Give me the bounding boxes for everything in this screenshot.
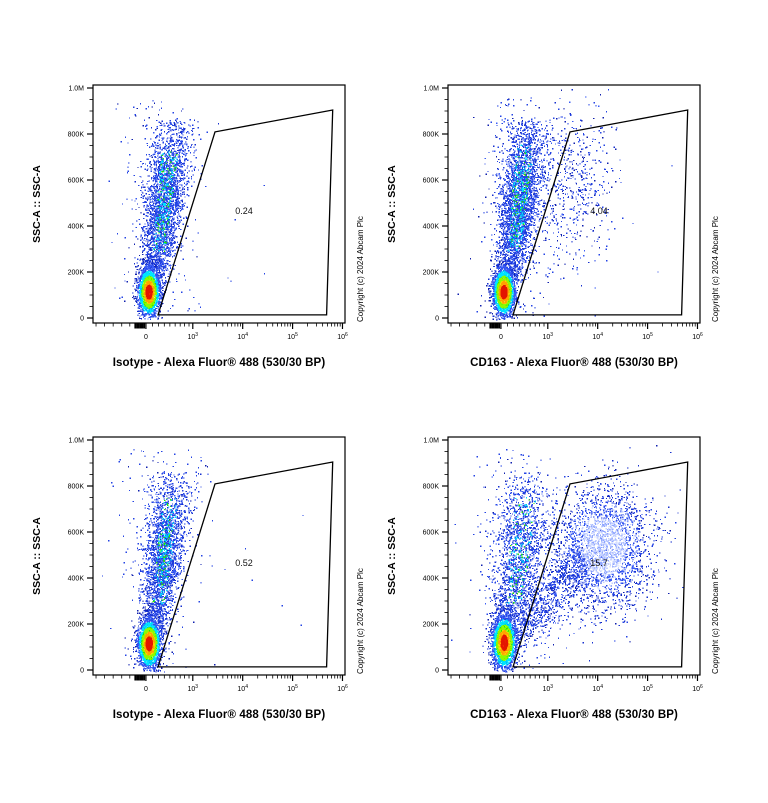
- scatter-points: [135, 120, 193, 320]
- x-tick-label: 104: [237, 332, 248, 341]
- gate-percentage-label: 0.24: [235, 206, 253, 216]
- x-tick-label: 0: [144, 686, 148, 693]
- x-tick-label: 0: [144, 334, 148, 341]
- scatter-points: [480, 89, 622, 321]
- gate-polygon: [512, 461, 689, 668]
- y-tick-label: 600K: [423, 178, 440, 185]
- x-tick-label: 106: [692, 684, 703, 693]
- copyright-text: Copyright (c) 2024 Abcam Plc: [356, 568, 365, 674]
- plot-frame: [92, 436, 346, 676]
- plot-render-layer: 0 200K 400K 600K 800K 1.0M 0 103 104 105 106: [423, 436, 703, 693]
- x-tick-label: 103: [188, 684, 199, 693]
- x-tick-label: 105: [642, 684, 653, 693]
- y-tick-label: 1.0M: [68, 438, 84, 445]
- gate-polygon: [512, 109, 689, 316]
- x-tick-label: 105: [287, 332, 298, 341]
- plot-render-layer: 0 200K 400K 600K 800K 1.0M 0 103 104 105 106: [68, 436, 348, 693]
- gate-percentage-label: 15.7: [590, 558, 608, 568]
- plot-frame: [447, 84, 701, 324]
- scatter-points: [130, 472, 202, 673]
- scatter-plot-isotype-top: 0 200K 400K 600K 800K 1.0M 0 103 104 105 106 SSC-A…: [31, 84, 365, 341]
- y-axis-label: SSC-A :: SSC-A: [386, 517, 398, 595]
- plot-render-layer: 0 200K 400K 600K 800K 1.0M 0 103 104 105 106: [423, 84, 703, 341]
- y-tick-label: 800K: [423, 484, 440, 491]
- y-tick-label: 1.0M: [423, 86, 439, 93]
- scatter-plot-cd163-top: 0 200K 400K 600K 800K 1.0M 0 103 104 105 106 SSC-A…: [386, 84, 720, 341]
- x-tick-label: 0: [499, 686, 503, 693]
- scatter-plot-isotype-bottom: 0 200K 400K 600K 800K 1.0M 0 103 104 105 106 SSC-A…: [31, 436, 365, 693]
- y-tick-label: 400K: [68, 576, 85, 583]
- copyright-text: Copyright (c) 2024 Abcam Plc: [711, 216, 720, 322]
- scatter-points: [494, 144, 532, 314]
- plot-frame: [447, 436, 701, 676]
- y-tick-label: 1.0M: [68, 86, 84, 93]
- y-tick-label: 400K: [423, 576, 440, 583]
- scatter-points: [139, 151, 178, 314]
- y-tick-label: 600K: [68, 530, 85, 537]
- y-tick-label: 0: [80, 668, 84, 675]
- y-axis-label: SSC-A :: SSC-A: [386, 165, 398, 243]
- y-tick-label: 200K: [423, 270, 440, 277]
- x-tick-label: 106: [337, 332, 348, 341]
- y-tick-label: 800K: [68, 484, 85, 491]
- y-tick-label: 600K: [68, 178, 85, 185]
- scatter-points: [567, 501, 640, 593]
- x-tick-label: 106: [337, 684, 348, 693]
- scatter-points: [145, 284, 153, 300]
- y-axis-label: SSC-A :: SSC-A: [31, 165, 43, 243]
- y-tick-label: 200K: [423, 622, 440, 629]
- scatter-points: [108, 100, 266, 320]
- plot-render-layer: 0 200K 400K 600K 800K 1.0M 0 103 104 105 106: [68, 84, 348, 341]
- x-tick-label: 103: [543, 332, 554, 341]
- scatter-points: [143, 280, 155, 304]
- scatter-points: [500, 285, 508, 300]
- scatter-points: [500, 635, 509, 651]
- gate-percentage-label: 0.52: [235, 558, 253, 568]
- x-tick-label: 106: [692, 332, 703, 341]
- y-tick-label: 800K: [423, 132, 440, 139]
- scatter-points: [143, 631, 156, 656]
- y-tick-label: 800K: [68, 132, 85, 139]
- x-axis-title-cd163-top: CD163 - Alexa Fluor® 488 (530/30 BP): [470, 357, 678, 369]
- x-axis-title-isotype-bottom: Isotype - Alexa Fluor® 488 (530/30 BP): [112, 709, 326, 721]
- x-tick-label: 104: [237, 684, 248, 693]
- scatter-points: [145, 636, 154, 652]
- x-axis-title-isotype-top: Isotype - Alexa Fluor® 488 (530/30 BP): [112, 357, 326, 369]
- y-tick-label: 0: [80, 316, 84, 323]
- x-tick-label: 0: [499, 334, 503, 341]
- y-tick-label: 1.0M: [423, 438, 439, 445]
- y-tick-label: 0: [435, 316, 439, 323]
- scatter-plot-cd163-bottom: 0 200K 400K 600K 800K 1.0M 0 103 104 105 106 SSC-A…: [386, 436, 720, 693]
- y-tick-label: 400K: [423, 224, 440, 231]
- gate-polygon: [157, 109, 334, 316]
- y-tick-label: 200K: [68, 270, 85, 277]
- x-tick-label: 104: [592, 332, 603, 341]
- copyright-text: Copyright (c) 2024 Abcam Plc: [711, 568, 720, 674]
- scatter-points: [138, 504, 177, 666]
- scatter-points: [498, 280, 510, 304]
- scatter-points: [101, 449, 304, 672]
- x-tick-label: 103: [543, 684, 554, 693]
- y-tick-label: 400K: [68, 224, 85, 231]
- copyright-text: Copyright (c) 2024 Abcam Plc: [356, 216, 365, 322]
- scatter-points: [493, 497, 532, 666]
- y-tick-label: 200K: [68, 622, 85, 629]
- scatter-points: [451, 449, 684, 673]
- x-tick-label: 104: [592, 684, 603, 693]
- plot-frame: [92, 84, 346, 324]
- gate-percentage-label: 4.04: [590, 206, 608, 216]
- scatter-points: [479, 447, 681, 671]
- gate-polygon: [157, 461, 334, 668]
- scatter-points: [132, 119, 220, 321]
- y-tick-label: 0: [435, 668, 439, 675]
- x-tick-label: 105: [287, 684, 298, 693]
- y-axis-label: SSC-A :: SSC-A: [31, 517, 43, 595]
- x-tick-label: 103: [188, 332, 199, 341]
- x-tick-label: 105: [642, 332, 653, 341]
- y-tick-label: 600K: [423, 530, 440, 537]
- x-axis-title-cd163-bottom: CD163 - Alexa Fluor® 488 (530/30 BP): [470, 709, 678, 721]
